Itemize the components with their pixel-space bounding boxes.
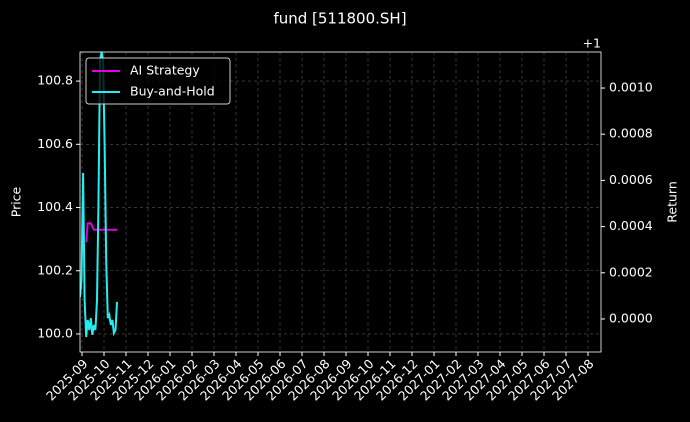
legend-box: [85, 57, 231, 105]
chart-title: fund [511800.SH]: [273, 10, 406, 28]
legend-label: Buy-and-Hold: [130, 84, 215, 99]
y-tick-label: 100.6: [37, 136, 73, 151]
y-tick-label: 100.4: [37, 199, 73, 214]
offset-text: +1: [583, 36, 601, 51]
y2-tick-label: 0.0002: [609, 264, 653, 279]
y-tick-label: 100.2: [37, 262, 73, 277]
y2-tick-label: 0.0010: [609, 80, 653, 95]
plot-frame: [79, 51, 602, 353]
y2-tick-label: 0.0006: [609, 172, 653, 187]
y2-axis-title: Return: [665, 181, 680, 222]
y2-tick-label: 0.0000: [609, 310, 653, 325]
y-tick-label: 100.0: [37, 325, 73, 340]
y2-tick-label: 0.0004: [609, 218, 653, 233]
y2-tick-label: 0.0008: [609, 126, 653, 141]
line: [85, 222, 117, 243]
legend-label: AI Strategy: [130, 63, 200, 78]
line: [80, 52, 118, 338]
y-tick-label: 100.8: [37, 73, 73, 88]
y-axis-title: Price: [9, 186, 24, 217]
